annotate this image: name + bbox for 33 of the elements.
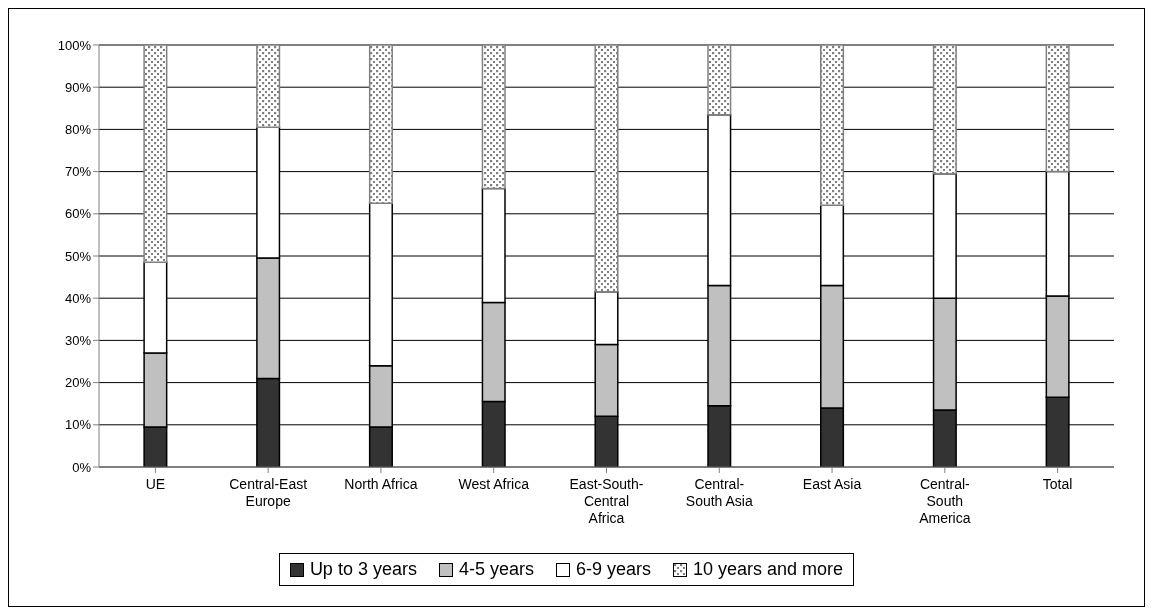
x-tick-label: North Africa bbox=[344, 476, 418, 492]
y-tick-label: 100% bbox=[57, 37, 92, 53]
x-tick-label: West Africa bbox=[458, 476, 530, 492]
y-tick-label: 70% bbox=[64, 164, 92, 180]
legend-label: 4-5 years bbox=[457, 559, 534, 580]
x-tick-label: Central-South America bbox=[919, 476, 971, 526]
y-tick-label: 80% bbox=[64, 122, 92, 138]
legend-label: 6-9 years bbox=[575, 559, 652, 580]
x-tick-label: Central-South Asia bbox=[685, 476, 753, 509]
y-tick-label: 30% bbox=[64, 333, 92, 349]
y-tick-label: 40% bbox=[64, 290, 92, 306]
x-tick-label: UE bbox=[145, 476, 166, 492]
y-tick-label: 60% bbox=[64, 206, 92, 222]
bar bbox=[368, 45, 393, 204]
legend-label: 10 years and more bbox=[692, 559, 844, 580]
bar bbox=[481, 45, 506, 190]
y-tick-label: 20% bbox=[64, 375, 92, 391]
bar bbox=[594, 45, 619, 293]
y-tick-label: 90% bbox=[64, 79, 92, 95]
bar bbox=[256, 45, 281, 129]
x-tick-label: Total bbox=[1042, 476, 1073, 492]
x-tick-label: East Asia bbox=[802, 476, 862, 492]
bar bbox=[932, 45, 957, 175]
x-tick-label: Central-East Europe bbox=[229, 476, 308, 509]
bar bbox=[820, 45, 845, 207]
y-tick-label: 10% bbox=[64, 417, 92, 433]
x-tick-label: East-South-Central Africa bbox=[569, 476, 644, 526]
y-tick-label: 50% bbox=[64, 248, 92, 264]
bar bbox=[1045, 45, 1070, 173]
bar bbox=[143, 45, 168, 264]
legend-label: Up to 3 years bbox=[308, 559, 417, 580]
y-tick-label: 0% bbox=[72, 459, 92, 475]
bar bbox=[707, 45, 732, 116]
